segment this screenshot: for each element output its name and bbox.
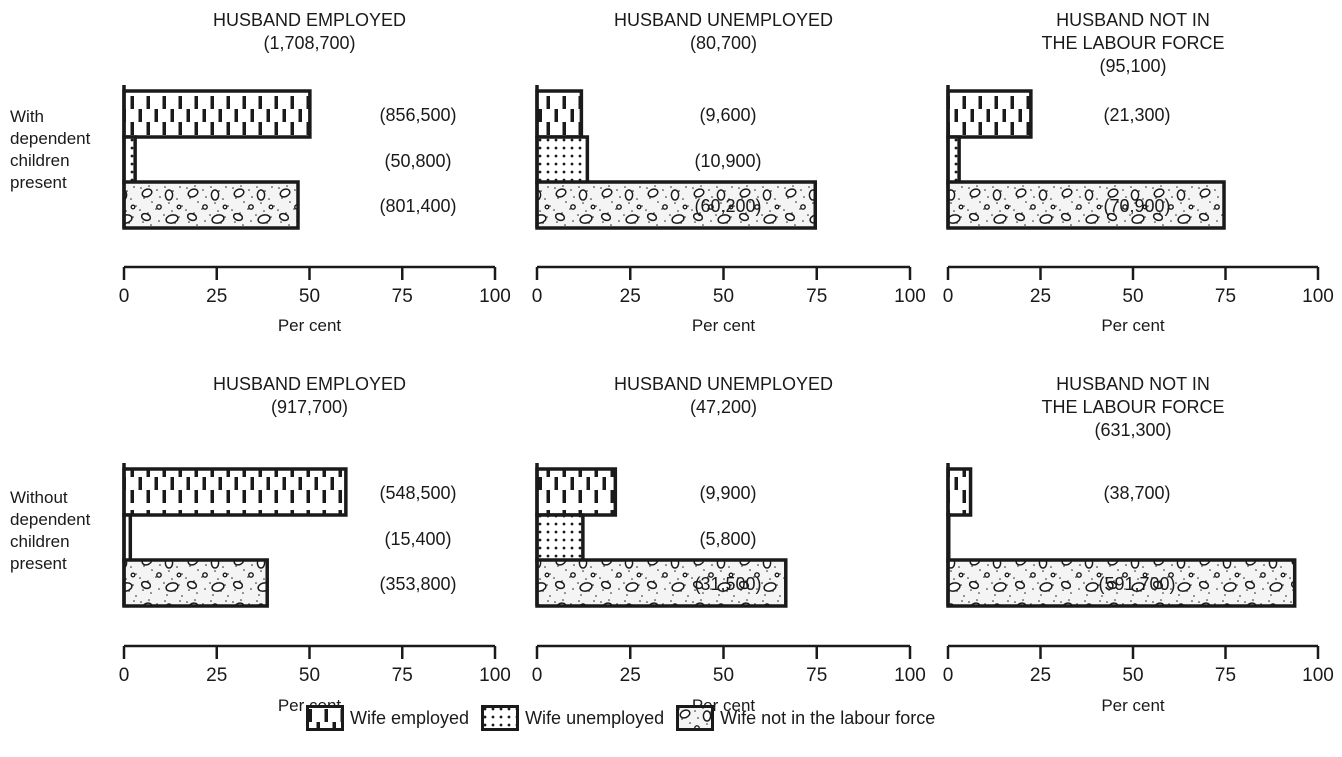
panel-title-r2c3-line1: HUSBAND NOT IN (1056, 374, 1210, 394)
data-label-r2c1-employed: (548,500) (379, 483, 456, 503)
panel-title-r2c3-line2: THE LABOUR FORCE (1041, 397, 1224, 417)
panel-title-r1c3-line3: (95,100) (1099, 56, 1166, 76)
bar-r2c2-unemployed (535, 513, 585, 563)
x-tick-label-r2c3-100: 100 (1302, 665, 1334, 686)
bar-r2c2-employed (535, 467, 618, 517)
legend-label-nilf: Wife not in the labour force (720, 707, 936, 728)
panel-title-r1c3-line1: HUSBAND NOT IN (1056, 10, 1210, 30)
x-tick-label-r2c3-50: 50 (1122, 665, 1143, 686)
bar-r1c3-nilf (946, 180, 1226, 230)
x-tick-label-r2c3-75: 75 (1215, 665, 1236, 686)
x-axis-label-r1c2: Per cent (692, 316, 756, 335)
panel-title-r2c2-line1: HUSBAND UNEMPLOYED (614, 374, 833, 394)
bar-r1c1-nilf (122, 180, 300, 230)
x-axis-label-r2c3: Per cent (1101, 696, 1165, 715)
bar-r2c1-employed (122, 467, 348, 517)
x-tick-label-r1c3-25: 25 (1030, 286, 1051, 307)
bar-r1c1-employed (122, 89, 312, 139)
x-tick-label-r1c3-0: 0 (943, 286, 954, 307)
x-tick-label-r1c1-50: 50 (299, 286, 320, 307)
data-label-r2c2-nilf: (31,500) (694, 574, 761, 594)
bar-r2c3-nilf (946, 558, 1297, 608)
x-tick-label-r1c3-100: 100 (1302, 286, 1334, 307)
bar-r1c2-unemployed (535, 135, 590, 185)
legend-swatch-nilf (676, 705, 715, 731)
legend-item-unemployed: Wife unemployed (481, 705, 676, 731)
bar-r2c3-employed (946, 467, 973, 517)
x-tick-label-r2c1-0: 0 (119, 665, 130, 686)
panel-title-r2c3-line3: (631,300) (1094, 420, 1171, 440)
data-label-r1c2-employed: (9,600) (699, 105, 756, 125)
data-label-r1c1-unemployed: (50,800) (384, 151, 451, 171)
bar-r1c3-employed (946, 89, 1033, 139)
data-label-r1c2-unemployed: (10,900) (694, 151, 761, 171)
panel-title-r1c2-line2: (80,700) (690, 33, 757, 53)
data-label-r1c1-employed: (856,500) (379, 105, 456, 125)
data-label-r1c3-employed: (21,300) (1103, 105, 1170, 125)
x-tick-label-r1c3-50: 50 (1122, 286, 1143, 307)
panel-title-r1c1-line1: HUSBAND EMPLOYED (213, 10, 406, 30)
x-axis-label-r1c1: Per cent (278, 316, 342, 335)
x-tick-label-r1c2-50: 50 (713, 286, 734, 307)
x-tick-label-r1c1-25: 25 (206, 286, 227, 307)
data-label-r2c3-employed: (38,700) (1103, 483, 1170, 503)
legend: Wife employed Wife unemployed Wife not i… (306, 704, 947, 732)
x-tick-label-r2c2-100: 100 (894, 665, 926, 686)
legend-label-unemployed: Wife unemployed (525, 707, 665, 728)
legend-swatch-unemployed (481, 705, 520, 731)
panel-title-r2c1-line2: (917,700) (271, 397, 348, 417)
x-tick-label-r1c1-0: 0 (119, 286, 130, 307)
data-label-r2c2-employed: (9,900) (699, 483, 756, 503)
panel-title-r2c2-line2: (47,200) (690, 397, 757, 417)
panel-title-r1c2-line1: HUSBAND UNEMPLOYED (614, 10, 833, 30)
row-label-without-children: Without dependent children present (10, 488, 91, 573)
panel-title-r2c1-line1: HUSBAND EMPLOYED (213, 374, 406, 394)
x-tick-label-r1c2-75: 75 (806, 286, 827, 307)
x-tick-label-r2c2-50: 50 (713, 665, 734, 686)
legend-swatch-employed (306, 705, 344, 731)
data-label-r1c2-nilf: (60,200) (694, 196, 761, 216)
x-tick-label-r2c2-25: 25 (620, 665, 641, 686)
x-tick-label-r2c1-25: 25 (206, 665, 227, 686)
data-label-r1c3-nilf: (70,900) (1103, 196, 1170, 216)
x-tick-label-r1c1-75: 75 (392, 286, 413, 307)
data-label-r1c1-nilf: (801,400) (379, 196, 456, 216)
panel-title-r1c1-line2: (1,708,700) (263, 33, 355, 53)
x-tick-label-r1c2-25: 25 (620, 286, 641, 307)
bar-r1c2-nilf (535, 180, 818, 230)
x-tick-label-r1c2-0: 0 (532, 286, 543, 307)
x-tick-label-r2c1-100: 100 (479, 665, 511, 686)
x-axis-label-r1c3: Per cent (1101, 316, 1165, 335)
bar-r1c2-employed (535, 89, 584, 139)
legend-label-employed: Wife employed (350, 707, 470, 728)
legend-item-employed: Wife employed (306, 705, 481, 731)
row-label-with-children: With dependent children present (10, 107, 91, 192)
x-tick-label-r2c3-0: 0 (943, 665, 954, 686)
x-tick-label-r2c3-25: 25 (1030, 665, 1051, 686)
bar-r2c1-nilf (122, 558, 269, 608)
panel-title-r1c3-line2: THE LABOUR FORCE (1041, 33, 1224, 53)
x-tick-label-r2c2-0: 0 (532, 665, 543, 686)
x-tick-label-r2c2-75: 75 (806, 665, 827, 686)
x-tick-label-r1c1-100: 100 (479, 286, 511, 307)
x-tick-label-r2c1-50: 50 (299, 665, 320, 686)
data-label-r2c1-nilf: (353,800) (379, 574, 456, 594)
x-tick-label-r1c3-75: 75 (1215, 286, 1236, 307)
x-tick-label-r2c1-75: 75 (392, 665, 413, 686)
data-label-r2c3-nilf: (591,700) (1098, 574, 1175, 594)
legend-item-nilf: Wife not in the labour force (676, 705, 947, 731)
x-tick-label-r1c2-100: 100 (894, 286, 926, 307)
data-label-r2c1-unemployed: (15,400) (384, 529, 451, 549)
data-label-r2c2-unemployed: (5,800) (699, 529, 756, 549)
